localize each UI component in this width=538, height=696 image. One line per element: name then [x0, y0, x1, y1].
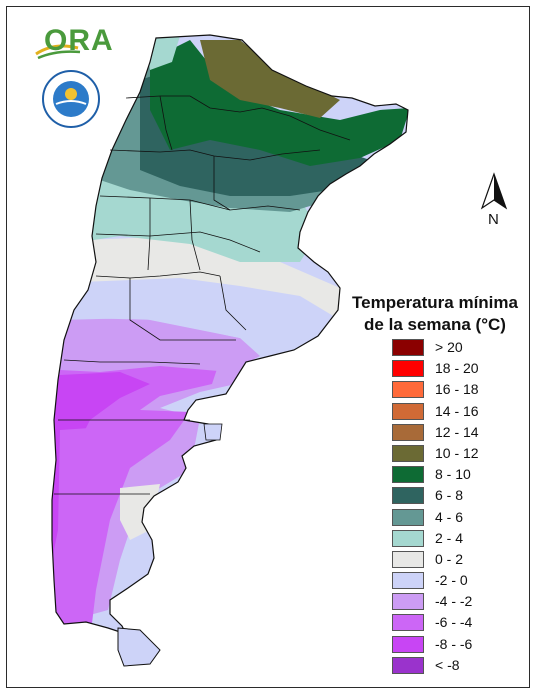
ora-logo-text: ORA	[44, 24, 114, 57]
north-label: N	[488, 211, 499, 228]
legend-title: Temperatura mínima de la semana (°C)	[338, 292, 532, 336]
legend-swatch	[392, 529, 424, 547]
legend-swatch	[392, 550, 424, 568]
legend-swatch	[392, 444, 424, 462]
ora-logo	[35, 44, 81, 60]
legend-title-line1: Temperatura mínima	[352, 293, 518, 312]
legend-label: 4 - 6	[435, 508, 464, 525]
legend-label: 0 - 2	[435, 550, 464, 567]
legend-label: -8 - -6	[435, 635, 473, 652]
legend-swatch	[392, 635, 424, 653]
legend-swatch	[392, 656, 424, 674]
legend-swatch	[392, 572, 424, 590]
legend-label: 14 - 16	[435, 402, 479, 419]
legend-label: > 20	[435, 339, 463, 355]
legend-label: 16 - 18	[435, 381, 479, 398]
legend-label: 10 - 12	[435, 444, 479, 461]
legend-swatch	[392, 508, 424, 526]
legend-swatch	[392, 466, 424, 484]
legend-label: 8 - 10	[435, 466, 471, 483]
legend-swatch	[392, 381, 424, 399]
map-frame	[6, 6, 530, 688]
legend-title-line2: de la semana (°C)	[364, 315, 506, 334]
legend-swatch	[392, 487, 424, 505]
small-island	[203, 423, 223, 441]
legend-label: 18 - 20	[435, 360, 479, 377]
province-borders	[54, 95, 351, 495]
smn-seal	[42, 70, 100, 128]
legend-swatch	[392, 360, 424, 378]
legend-label: -2 - 0	[435, 572, 468, 589]
legend-label: -4 - -2	[435, 593, 473, 610]
legend-swatch	[392, 593, 424, 611]
legend-swatch	[392, 614, 424, 632]
legend-swatch	[392, 423, 424, 441]
legend-label: 12 - 14	[435, 423, 479, 440]
legend-swatch	[392, 402, 424, 420]
tierra-del-fuego	[117, 627, 161, 667]
legend-swatch	[392, 339, 424, 356]
north-arrow-icon	[480, 172, 508, 210]
legend-label: -6 - -4	[435, 614, 473, 631]
legend-label: 6 - 8	[435, 487, 464, 504]
legend-label: 2 - 4	[435, 529, 464, 546]
legend-label: < -8	[435, 656, 460, 673]
